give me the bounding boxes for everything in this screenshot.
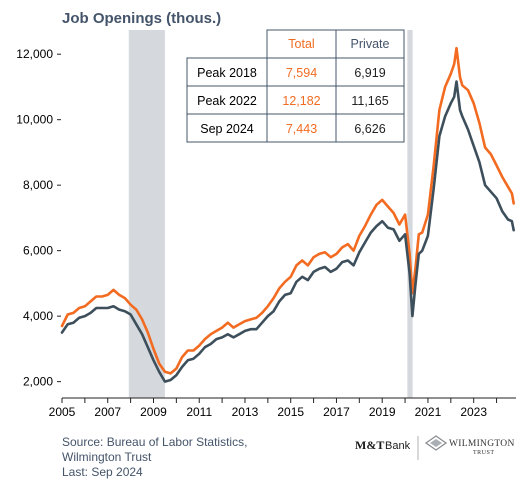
table-header-private: Private <box>351 37 390 51</box>
x-tick-label: 2011 <box>186 405 212 419</box>
wilmington-emblem-icon <box>424 435 448 451</box>
table-row-label: Peak 2018 <box>197 66 257 80</box>
table-cell-total: 12,182 <box>282 94 320 108</box>
series-line-total <box>60 46 515 375</box>
y-tick-label: 2,000 <box>23 375 53 389</box>
x-tick-label: 2005 <box>49 405 76 419</box>
y-tick-label: 10,000 <box>16 113 53 127</box>
chart-title: Job Openings (thous.) <box>62 10 221 27</box>
wilmington-trust-logo: WILMINGTON TRUST <box>424 435 515 456</box>
table-cell-private: 6,626 <box>354 122 385 136</box>
x-tick-label: 2015 <box>277 405 304 419</box>
x-tick-label: 2007 <box>94 405 121 419</box>
y-tick-label: 8,000 <box>23 178 53 192</box>
table-row-label: Peak 2022 <box>197 94 257 108</box>
table-cell-total: 7,443 <box>286 122 317 136</box>
wilmington-sub: TRUST <box>473 450 495 456</box>
table-header-total: Total <box>288 37 314 51</box>
wilmington-name: WILMINGTON <box>449 439 515 449</box>
mt-bank-suffix: Bank <box>385 440 411 452</box>
source-line: Wilmington Trust <box>62 450 152 464</box>
last-updated: Last: Sep 2024 <box>62 465 143 479</box>
source-line: Source: Bureau of Labor Statistics, <box>62 435 247 449</box>
axes: 2,000 4,000 6,000 8,000 10,000 12,000 2005 2007… <box>16 47 516 419</box>
y-tick-label: 6,000 <box>23 244 53 258</box>
x-tick-label: 2017 <box>323 405 350 419</box>
x-tick-label: 2013 <box>232 405 259 419</box>
mt-bank-logo: M&T Bank <box>355 438 411 452</box>
table-row-label: Sep 2024 <box>200 122 254 136</box>
y-tick-label: 4,000 <box>23 309 53 323</box>
table-body-box <box>186 57 405 143</box>
x-tick-label: 2021 <box>415 405 442 419</box>
series <box>60 46 515 383</box>
x-tick-label: 2009 <box>140 405 167 419</box>
table-cell-private: 11,165 <box>351 94 388 108</box>
table-cell-total: 7,594 <box>286 66 317 80</box>
recession-band <box>407 30 413 398</box>
series-line-private <box>60 80 515 383</box>
y-tick-label: 12,000 <box>16 47 53 61</box>
recession-bands <box>128 30 413 398</box>
recession-band <box>128 30 165 398</box>
data-table: Total Private Peak 2018 7,594 6,919 Peak… <box>186 29 405 143</box>
mt-bank-name: M&T <box>355 438 384 452</box>
x-tick-label: 2019 <box>369 405 396 419</box>
x-tick-label: 2023 <box>460 405 487 419</box>
table-cell-private: 6,919 <box>354 66 385 80</box>
